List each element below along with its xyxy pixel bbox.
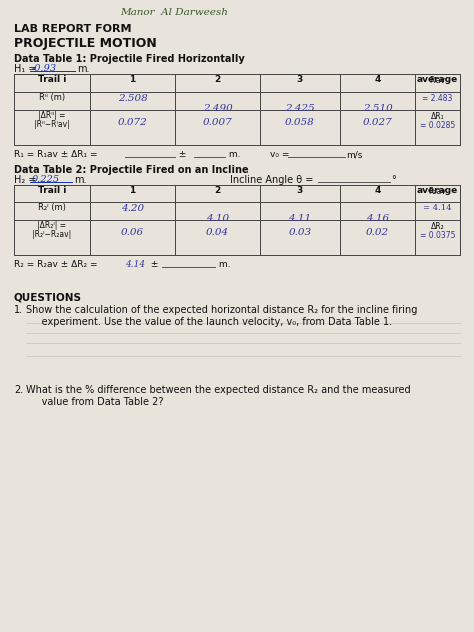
Text: |Rᴵᴵ−Rᴵav|: |Rᴵᴵ−Rᴵav| [34, 120, 70, 129]
Text: m/s: m/s [346, 150, 363, 159]
Text: average: average [417, 75, 458, 84]
Text: m.: m. [74, 175, 86, 185]
Text: 0.06: 0.06 [121, 228, 144, 237]
Text: R₂ᴵ (m): R₂ᴵ (m) [38, 203, 66, 212]
Text: LAB REPORT FORM: LAB REPORT FORM [14, 24, 131, 34]
Text: 4.10: 4.10 [206, 214, 229, 223]
Text: 0.072: 0.072 [118, 118, 147, 127]
Text: R₂av: R₂av [428, 187, 447, 196]
Text: v₀ =: v₀ = [270, 150, 292, 159]
Text: m.: m. [216, 260, 230, 269]
Text: -0.93: -0.93 [32, 64, 57, 73]
Text: ±: ± [176, 150, 189, 159]
Text: ΔR₂: ΔR₂ [430, 222, 444, 231]
Text: Rᴵav: Rᴵav [429, 76, 446, 85]
Text: 1: 1 [129, 75, 136, 84]
Text: Data Table 2: Projectile Fired on an Incline: Data Table 2: Projectile Fired on an Inc… [14, 165, 249, 175]
Text: 0.02: 0.02 [366, 228, 389, 237]
Text: 3: 3 [297, 186, 303, 195]
Text: 2.490: 2.490 [202, 104, 232, 113]
Text: 2.508: 2.508 [118, 94, 147, 103]
Text: 1.: 1. [14, 305, 23, 315]
Text: 4: 4 [374, 186, 381, 195]
Text: 4.14: 4.14 [125, 260, 145, 269]
Text: Manor  Al Darweesh: Manor Al Darweesh [120, 8, 228, 17]
Text: 0.03: 0.03 [289, 228, 311, 237]
Text: Trail i: Trail i [38, 75, 66, 84]
Text: 4.16: 4.16 [366, 214, 389, 223]
Text: 4: 4 [374, 75, 381, 84]
Text: Data Table 1: Projectile Fired Horizontally: Data Table 1: Projectile Fired Horizonta… [14, 54, 245, 64]
Text: 2: 2 [214, 186, 220, 195]
Text: Incline Angle θ =: Incline Angle θ = [230, 175, 317, 185]
Text: 2.: 2. [14, 385, 23, 395]
Text: 0.225: 0.225 [32, 175, 60, 184]
Text: Rᴵᴵ (m): Rᴵᴵ (m) [39, 93, 65, 102]
Text: 2.425: 2.425 [285, 104, 315, 113]
Text: = 0.0285: = 0.0285 [420, 121, 455, 130]
Text: 3: 3 [297, 75, 303, 84]
Text: = 0.0375: = 0.0375 [420, 231, 455, 240]
Text: ΔR₁: ΔR₁ [431, 112, 444, 121]
Text: Trail i: Trail i [38, 186, 66, 195]
Text: 0.058: 0.058 [285, 118, 315, 127]
Text: 0.007: 0.007 [202, 118, 232, 127]
Text: What is the % difference between the expected distance R₂ and the measured
     : What is the % difference between the exp… [26, 385, 410, 406]
Text: 1: 1 [129, 186, 136, 195]
Text: PROJECTILE MOTION: PROJECTILE MOTION [14, 37, 157, 50]
Text: H₂ =: H₂ = [14, 175, 40, 185]
Text: 4.20: 4.20 [121, 204, 144, 213]
Text: R₁ = R₁av ± ΔR₁ =: R₁ = R₁av ± ΔR₁ = [14, 150, 100, 159]
Text: Show the calculation of the expected horizontal distance R₂ for the incline firi: Show the calculation of the expected hor… [26, 305, 418, 327]
Text: 2.510: 2.510 [363, 104, 392, 113]
Text: 4.11: 4.11 [289, 214, 311, 223]
Text: |ΔRᴵᴵ| =: |ΔRᴵᴵ| = [38, 111, 66, 120]
Text: 0.04: 0.04 [206, 228, 229, 237]
Text: 0.027: 0.027 [363, 118, 392, 127]
Text: QUESTIONS: QUESTIONS [14, 292, 82, 302]
Text: °: ° [391, 175, 396, 185]
Text: ±: ± [148, 260, 158, 269]
Text: m.: m. [77, 64, 90, 74]
Text: = 2.483: = 2.483 [422, 94, 453, 103]
Text: |R₂ᴵ−R₂av|: |R₂ᴵ−R₂av| [32, 230, 72, 239]
Text: = 4.14: = 4.14 [423, 204, 452, 212]
Text: m.: m. [226, 150, 240, 159]
Text: average: average [417, 186, 458, 195]
Text: H₁ =: H₁ = [14, 64, 40, 74]
Text: R₂ = R₂av ± ΔR₂ =: R₂ = R₂av ± ΔR₂ = [14, 260, 100, 269]
Text: |ΔR₂ᴵ| =: |ΔR₂ᴵ| = [37, 221, 66, 230]
Text: 2: 2 [214, 75, 220, 84]
